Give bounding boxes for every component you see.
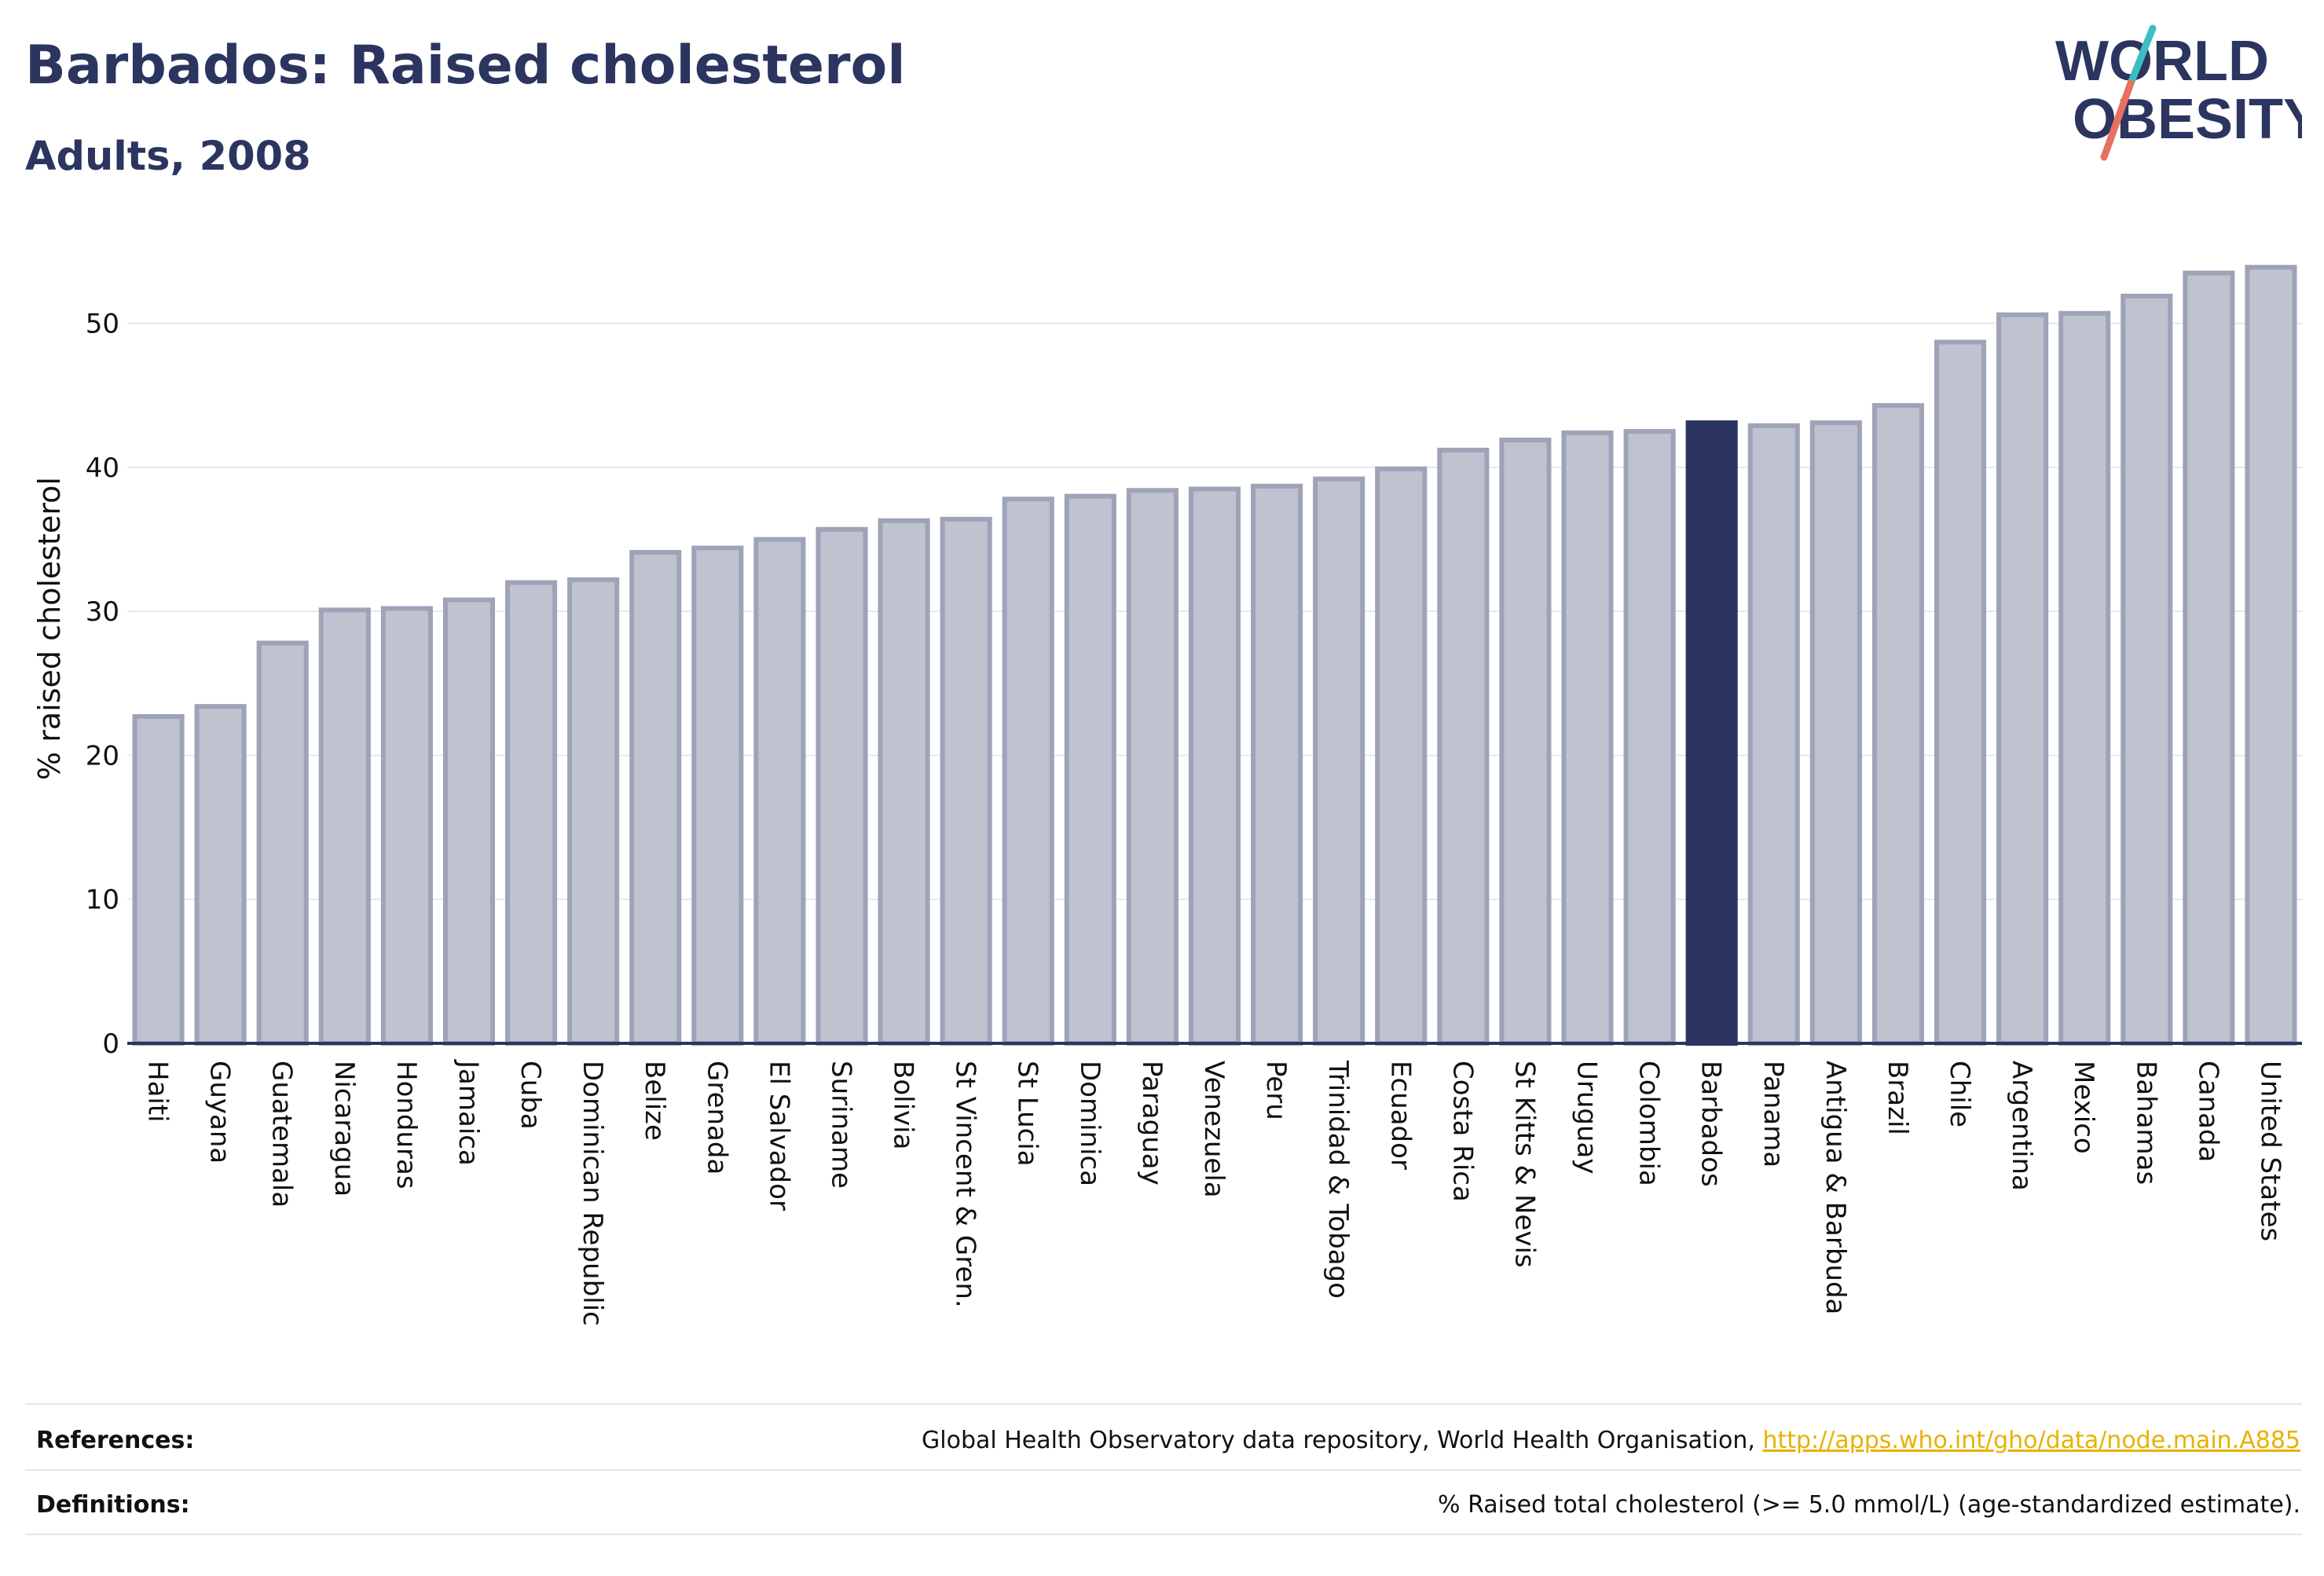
bar-ecuador (1375, 466, 1428, 1046)
x-tick-label: Argentina (2006, 1061, 2037, 1191)
x-tick-label: Jamaica (453, 1059, 484, 1166)
definitions-text: % Raised total cholesterol (>= 5.0 mmol/… (1438, 1491, 2300, 1519)
bar-st-kitts-nevis (1499, 438, 1552, 1046)
x-tick-label: Haiti (142, 1061, 174, 1123)
bar-united-states (2245, 265, 2297, 1046)
x-tick-label: Uruguay (1571, 1061, 1603, 1175)
x-tick-label: Trinidad & Tobago (1322, 1060, 1354, 1299)
x-tick-label: Nicaragua (328, 1061, 360, 1197)
axis-layer: 0 10 20 30 40 50 Haiti Guyana Guatemala Nicaragua… (86, 309, 2302, 1326)
x-tick-label: Grenada (701, 1061, 732, 1175)
bar-guyana (194, 704, 247, 1046)
bar-bolivia (878, 518, 930, 1046)
x-tick-label: Costa Rica (1446, 1061, 1478, 1202)
bar-brazil (1871, 403, 1924, 1046)
x-tick-label: Guyana (204, 1061, 236, 1164)
bar-argentina (1996, 312, 2049, 1046)
x-tick-label: El Salvador (763, 1061, 794, 1211)
definitions-label: Definitions: (36, 1491, 190, 1519)
bar-dominican-republic (567, 577, 620, 1046)
bar-suriname (816, 526, 868, 1046)
bar-jamaica (442, 597, 496, 1046)
bar-nicaragua (318, 607, 371, 1046)
x-tick-label: Cuba (515, 1061, 546, 1130)
bar-el-salvador (753, 537, 806, 1046)
bar-chile (1934, 339, 1987, 1046)
footer-rule-middle (25, 1469, 2302, 1471)
references-text: Global Health Observatory data repositor… (922, 1427, 2300, 1454)
bar-uruguay (1561, 430, 1614, 1046)
footer-rule-top (25, 1403, 2302, 1405)
bar-trinidad-tobago (1313, 476, 1365, 1046)
bar-antigua-barbuda (1809, 420, 1862, 1046)
x-tick-label: Antigua & Barbuda (1820, 1061, 1851, 1314)
world-obesity-logo: WORLD OBESITY (2055, 24, 2302, 161)
y-axis-label: % raised cholesterol (32, 477, 67, 780)
x-tick-label: Bahamas (2130, 1061, 2161, 1185)
bar-venezuela (1188, 486, 1241, 1046)
bar-mexico (2058, 310, 2111, 1046)
bar-chart: 0 10 20 30 40 50 Haiti Guyana Guatemala Nicaragua… (32, 265, 2302, 1326)
bar-paraguay (1126, 488, 1178, 1046)
bar-st-vincent-gren (940, 516, 992, 1046)
logo-slash-top (2127, 24, 2157, 87)
y-tick-label: 0 (102, 1028, 119, 1060)
x-tick-label: Dominica (1074, 1061, 1105, 1186)
x-tick-label: Canada (2192, 1061, 2223, 1162)
x-tick-label: St Kitts & Nevis (1508, 1061, 1540, 1268)
bar-panama (1747, 423, 1800, 1046)
bar-colombia (1623, 429, 1676, 1046)
chart-title: Barbados: Raised cholesterol (25, 35, 906, 97)
x-tick-label: Brazil (1882, 1061, 1913, 1135)
x-tick-label: Panama (1758, 1061, 1789, 1167)
bar-guatemala (256, 640, 309, 1046)
bar-grenada (691, 545, 744, 1046)
x-tick-label: Mexico (2068, 1061, 2099, 1154)
bar-haiti (132, 713, 185, 1046)
x-tick-label: United States (2254, 1061, 2286, 1241)
footer-rule-bottom (25, 1534, 2302, 1535)
bar-costa-rica (1437, 447, 1490, 1046)
y-tick-label: 20 (86, 740, 119, 772)
x-tick-label: Venezuela (1198, 1061, 1230, 1198)
x-tick-label: Guatemala (266, 1061, 298, 1208)
bar-dominica (1064, 493, 1116, 1046)
x-tick-label: Belize (639, 1061, 670, 1141)
y-tick-label: 40 (86, 453, 119, 484)
y-tick-label: 50 (86, 309, 119, 340)
y-tick-label: 10 (86, 885, 119, 916)
references-source: Global Health Observatory data repositor… (922, 1427, 1763, 1454)
x-tick-label: Barbados (1695, 1061, 1727, 1187)
x-tick-label: Paraguay (1136, 1061, 1167, 1186)
bar-belize (629, 550, 682, 1046)
x-tick-label: Dominican Republic (577, 1061, 608, 1326)
bar-layer (132, 265, 2297, 1046)
x-tick-label: Chile (1944, 1061, 1975, 1127)
bar-barbados (1685, 420, 1738, 1046)
bar-honduras (380, 606, 433, 1046)
bar-bahamas (2121, 293, 2173, 1046)
bar-peru (1251, 483, 1303, 1046)
x-tick-label: Honduras (390, 1061, 422, 1189)
y-tick-label: 30 (86, 596, 119, 628)
x-tick-label: Bolivia (888, 1061, 919, 1149)
x-tick-label: Ecuador (1384, 1061, 1416, 1170)
x-tick-label: Suriname (825, 1061, 856, 1189)
x-tick-label: Colombia (1633, 1061, 1665, 1186)
bar-cuba (505, 580, 558, 1046)
x-tick-label: St Lucia (1012, 1061, 1043, 1167)
logo-slash-bottom (2100, 79, 2135, 161)
logo-text-world: WORLD (2055, 30, 2269, 93)
x-tick-label: Peru (1260, 1061, 1292, 1120)
references-link[interactable]: http://apps.who.int/gho/data/node.main.A… (1762, 1427, 2300, 1454)
x-tick-label: St Vincent & Gren. (950, 1061, 981, 1308)
bar-st-lucia (1002, 497, 1054, 1046)
references-label: References: (36, 1427, 195, 1454)
chart-subtitle: Adults, 2008 (25, 134, 311, 180)
bar-canada (2183, 270, 2235, 1046)
